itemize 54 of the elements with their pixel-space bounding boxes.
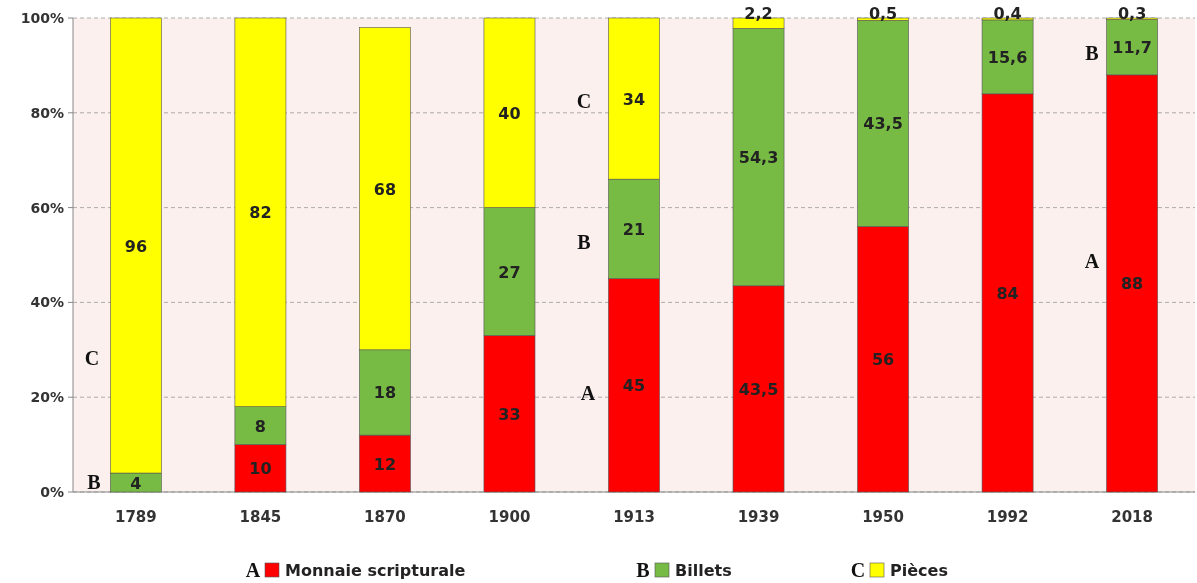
annotation: A	[580, 382, 596, 404]
text: C	[850, 559, 866, 581]
data-label: 8	[254, 416, 266, 436]
data-label: 96	[124, 236, 148, 256]
text: B	[636, 559, 650, 581]
x-tick-label: 1992	[986, 508, 1029, 526]
y-tick-label: 100%	[20, 10, 64, 26]
data-label: 33	[498, 404, 521, 424]
data-label: 4	[130, 473, 142, 493]
data-label: 10	[249, 459, 272, 479]
data-label: 43,5	[738, 379, 779, 399]
data-label: 40	[498, 103, 521, 123]
data-label: 0,5	[868, 4, 898, 23]
x-tick-label: 1900	[488, 508, 531, 526]
text: A	[245, 559, 261, 581]
annotation: C	[84, 347, 100, 369]
y-tick-label: 40%	[30, 294, 64, 311]
x-tick-label: 1870	[364, 508, 406, 526]
x-tick-label: 1913	[613, 508, 655, 526]
data-label: 88	[1120, 274, 1144, 294]
x-tick-label: 2018	[1111, 508, 1153, 526]
data-label: 34	[622, 89, 646, 109]
data-label: 54,3	[738, 148, 779, 168]
legend-label: Pièces	[890, 561, 948, 580]
x-tick-label: 1845	[239, 508, 282, 526]
legend-label: Billets	[675, 561, 732, 580]
data-label: 56	[871, 350, 895, 370]
data-label: 0,4	[993, 4, 1022, 23]
annotation: A	[1084, 250, 1100, 272]
data-label: 12	[373, 454, 397, 474]
y-tick-label: 0%	[40, 484, 64, 500]
annotation: B	[1085, 42, 1099, 64]
data-label: 2,2	[744, 4, 773, 23]
x-tick-label: 1950	[862, 508, 904, 526]
data-label: 43,5	[863, 114, 903, 134]
y-tick-label: 60%	[30, 199, 64, 216]
data-label: 18	[373, 383, 397, 403]
data-label: 21	[622, 219, 646, 239]
data-label: 45	[622, 376, 646, 396]
legend-label: Monnaie scripturale	[285, 561, 466, 580]
x-tick-label: 1789	[115, 508, 157, 526]
y-tick-label: 20%	[30, 389, 64, 406]
data-label: 11,7	[1112, 38, 1152, 58]
annotation: C	[576, 90, 592, 112]
annotation: B	[577, 231, 591, 253]
annotation: B	[87, 471, 101, 493]
data-label: 82	[249, 203, 272, 223]
data-label: 68	[373, 179, 397, 199]
y-tick-label: 80%	[30, 104, 64, 121]
data-label: 84	[996, 283, 1019, 303]
data-label: 15,6	[987, 47, 1028, 67]
data-label: 27	[498, 262, 521, 282]
x-tick-label: 1939	[737, 508, 780, 526]
data-label: 0,3	[1117, 4, 1147, 23]
